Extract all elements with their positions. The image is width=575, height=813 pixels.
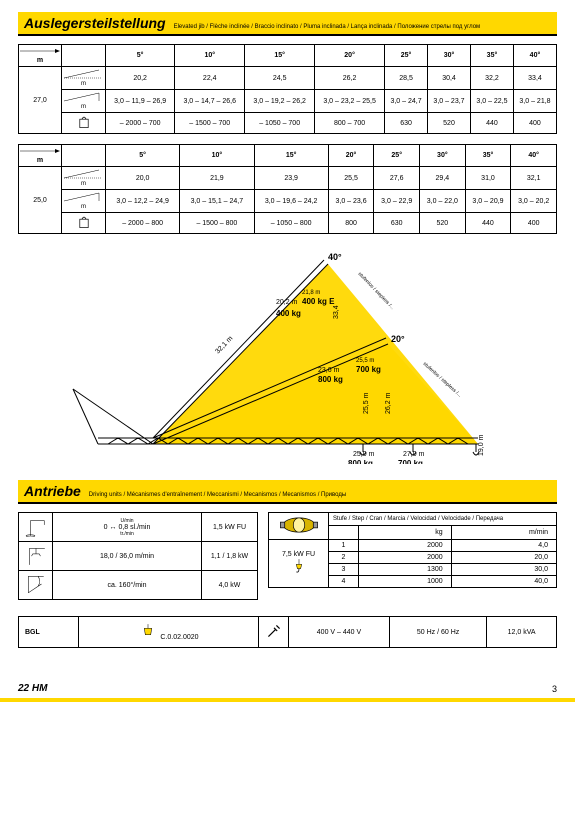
stufe-header: Stufe / Step / Cran / Marcia / Velocidad… xyxy=(329,513,557,526)
angle-header: 10° xyxy=(180,145,254,167)
svg-text:21,8 m: 21,8 m xyxy=(302,290,320,296)
jib-table-25: m 5° 10° 15° 20° 25° 30° 35° 40° 25,0 m … xyxy=(18,144,557,234)
load-icon xyxy=(62,213,106,234)
svg-text:700 kg: 700 kg xyxy=(356,365,381,374)
table-row: – 2000 – 700– 1500 – 700– 1050 – 700800 … xyxy=(19,113,557,134)
table-row: ca. 160°/min 4,0 kW xyxy=(19,571,258,600)
unit-header: m xyxy=(19,145,62,167)
slew-speed: U/min 0 ↔ 0,8 sl./min tr./min xyxy=(53,513,202,542)
erect-icon xyxy=(19,571,53,600)
svg-text:700 kg: 700 kg xyxy=(398,459,423,464)
bgl-code-cell: C.0.02.0020 xyxy=(79,617,259,648)
svg-text:23,6 m: 23,6 m xyxy=(318,367,340,374)
slew-power: 1,5 kW FU xyxy=(202,513,258,542)
bgl-table: BGL C.0.02.0020 400 V – 440 V 50 Hz / 60… xyxy=(18,616,557,648)
section-subtitle: Driving units / Mécanismes d'entraînemen… xyxy=(89,492,346,498)
angle-header: 25° xyxy=(374,145,420,167)
svg-text:400 kg E: 400 kg E xyxy=(302,297,335,306)
winch-icon xyxy=(277,515,321,535)
page-footer: 22 HM 3 xyxy=(18,678,557,702)
unit-header: m xyxy=(19,45,62,67)
main-label: 25,0 xyxy=(19,167,62,234)
svg-text:800 kg: 800 kg xyxy=(318,375,343,384)
stepless-label: stufenlos / stepless /... xyxy=(356,271,395,311)
drive-right-table: Stufe / Step / Cran / Marcia / Velocidad… xyxy=(268,512,557,588)
jib-table-27: m 5° 10° 15° 20° 25° 30° 35° 40° 27,0 m … xyxy=(18,44,557,134)
page-number: 3 xyxy=(552,684,557,694)
reach-icon: m xyxy=(62,167,106,190)
angle-header: 5° xyxy=(106,145,180,167)
angle-20-label: 20° xyxy=(391,334,405,344)
table-row: U/min 0 ↔ 0,8 sl./min tr./min 1,5 kW FU xyxy=(19,513,258,542)
blank-header xyxy=(62,45,106,67)
col-mmin: m/min xyxy=(451,525,556,539)
range-icon: m xyxy=(62,90,106,113)
model-label: 22 HM xyxy=(18,683,47,694)
table-row: 18,0 / 36,0 m/min 1,1 / 1,8 kW xyxy=(19,542,258,571)
hoist-power: 7,5 kW FU xyxy=(269,540,329,588)
bgl-hz: 50 Hz / 60 Hz xyxy=(389,617,486,648)
angle-header: 40° xyxy=(513,45,556,67)
angle-header: 20° xyxy=(328,145,374,167)
angle-header: 5° xyxy=(106,45,175,67)
luff-speed: 18,0 / 36,0 m/min xyxy=(53,542,202,571)
reach-icon: m xyxy=(62,67,106,90)
svg-text:400 kg: 400 kg xyxy=(276,309,301,318)
angle-header: 35° xyxy=(470,45,513,67)
svg-text:800 kg: 800 kg xyxy=(348,459,373,464)
slew-icon xyxy=(19,513,53,542)
angle-header: 15° xyxy=(254,145,328,167)
table-row: 7,5 kW FU 120004,0 xyxy=(269,540,557,552)
load-icon xyxy=(62,113,106,134)
jib-diagram: 40° 20° stufenlos / stepless /... stufen… xyxy=(18,244,557,466)
section-subtitle: Elevated jib / Flèche inclinée / Braccio… xyxy=(174,24,481,30)
angle-header: 15° xyxy=(245,45,315,67)
erect-speed: ca. 160°/min xyxy=(53,571,202,600)
section-title: Auslegersteilstellung xyxy=(24,15,166,31)
svg-text:25,5 m: 25,5 m xyxy=(356,358,374,364)
main-label: 27,0 xyxy=(19,67,62,134)
bgl-label: BGL xyxy=(19,617,79,648)
luff-icon xyxy=(19,542,53,571)
hoist-power-cell xyxy=(269,513,329,540)
section-header-drives: Antriebe Driving units / Mécanismes d'en… xyxy=(18,480,557,504)
angle-header: 25° xyxy=(385,45,428,67)
section-title: Antriebe xyxy=(24,483,81,499)
col-kg: kg xyxy=(359,525,452,539)
angle-header: 35° xyxy=(465,145,511,167)
table-row: 27,0 m 20,222,424,526,228,530,432,233,4 xyxy=(19,67,557,90)
angle-header: 40° xyxy=(511,145,557,167)
table-row: m 3,0 – 11,9 – 26,93,0 – 14,7 – 26,63,0 … xyxy=(19,90,557,113)
svg-text:33,4: 33,4 xyxy=(333,305,340,319)
bgl-kva: 12,0 kVA xyxy=(487,617,557,648)
plug-icon xyxy=(259,617,289,648)
blank-header xyxy=(62,145,106,167)
svg-text:32,1 m: 32,1 m xyxy=(214,335,234,355)
angle-header: 30° xyxy=(420,145,466,167)
svg-text:25,5 m: 25,5 m xyxy=(363,392,370,414)
luff-power: 1,1 / 1,8 kW xyxy=(202,542,258,571)
svg-text:20,2 m: 20,2 m xyxy=(276,299,298,306)
angle-header: 20° xyxy=(315,45,385,67)
drive-left-table: U/min 0 ↔ 0,8 sl./min tr./min 1,5 kW FU … xyxy=(18,512,258,600)
svg-text:26,2 m: 26,2 m xyxy=(385,392,392,414)
bgl-volts: 400 V – 440 V xyxy=(289,617,390,648)
angle-header: 30° xyxy=(428,45,471,67)
section-header-jib: Auslegersteilstellung Elevated jib / Flè… xyxy=(18,12,557,36)
table-row: – 2000 – 800– 1500 – 800– 1050 – 8008006… xyxy=(19,213,557,234)
table-row: m 3,0 – 12,2 – 24,93,0 – 15,1 – 24,73,0 … xyxy=(19,190,557,213)
hook-icon xyxy=(289,558,309,574)
angle-40-label: 40° xyxy=(328,252,342,262)
bucket-icon xyxy=(138,623,158,639)
range-icon: m xyxy=(62,190,106,213)
angle-header: 10° xyxy=(175,45,245,67)
table-row: 25,0 m 20,021,923,925,527,629,431,032,1 xyxy=(19,167,557,190)
erect-power: 4,0 kW xyxy=(202,571,258,600)
